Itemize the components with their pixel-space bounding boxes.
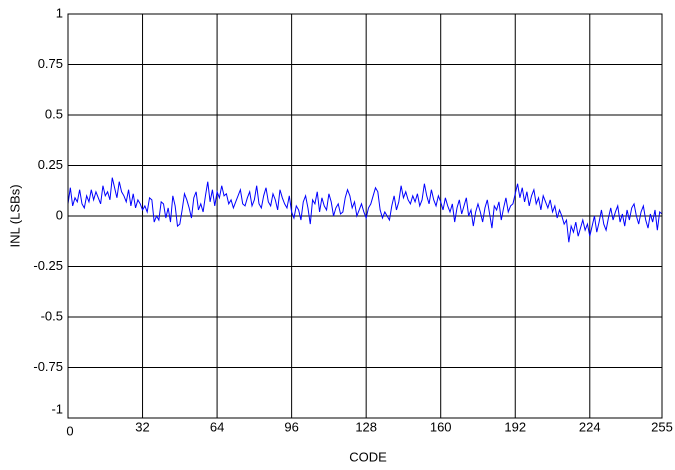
x-axis-label: CODE: [349, 449, 387, 464]
x-tick-label: 0: [66, 423, 73, 438]
x-tick-label: 255: [651, 419, 673, 434]
x-tick-label: 128: [355, 419, 377, 434]
x-tick-label: 96: [284, 419, 298, 434]
y-tick-label: -0.75: [33, 359, 63, 374]
y-tick-label: 0: [56, 207, 63, 222]
x-tick-label: 32: [135, 419, 149, 434]
y-axis-label: INL (LSBs): [7, 184, 22, 247]
y-tick-label: -0.5: [41, 308, 63, 323]
y-tick-label: -1: [51, 401, 63, 416]
y-tick-label: 0.5: [45, 106, 63, 121]
y-tick-label: 0.75: [38, 56, 63, 71]
x-tick-label: 224: [579, 419, 601, 434]
y-tick-label: 1: [56, 5, 63, 20]
x-tick-label: 64: [210, 419, 224, 434]
plot-border: [67, 13, 663, 419]
data-line: [67, 177, 663, 243]
x-tick-label: 160: [430, 419, 452, 434]
y-tick-label: -0.25: [33, 258, 63, 273]
y-tick-label: 0.25: [38, 157, 63, 172]
x-tick-label: 192: [504, 419, 526, 434]
